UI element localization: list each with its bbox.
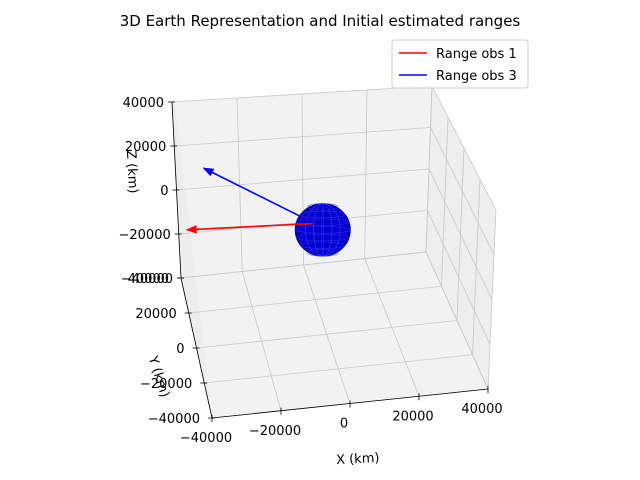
grid-line-z-side: [428, 168, 493, 300]
tick-labels: −40000 −20000 0 20000 40000−40000−2000002000…: [119, 96, 503, 446]
y-tick-label: −40000: [148, 412, 200, 427]
x-tick-label: 20000: [392, 409, 433, 424]
y-tick-label: 40000: [128, 272, 169, 287]
range-arrowhead-range-obs-1: [185, 225, 197, 234]
right-pane: [426, 86, 496, 389]
earth-latitude-line: [296, 233, 350, 242]
z-tick-label: 0: [160, 184, 168, 199]
y-tick-label: −20000: [140, 377, 192, 392]
tick-marks: [168, 101, 489, 422]
grid-line-z-back: [176, 168, 430, 191]
z-tick-label: 40000: [123, 96, 164, 111]
earth-latitude-line: [294, 226, 351, 234]
y-tick-label: 0: [176, 342, 184, 357]
grid-line-z-back: [180, 251, 427, 279]
legend-label-range-obs-3: Range obs 3: [436, 69, 517, 84]
grid-line-z-side: [430, 127, 495, 255]
earth-latitude-line: [299, 210, 346, 219]
z-axis-label: Z (km): [123, 150, 140, 194]
back-pane: [172, 86, 432, 278]
axis-panes: [172, 86, 496, 418]
legend: Range obs 1 Range obs 3: [391, 39, 529, 89]
x-axis-label: X (km): [336, 451, 380, 468]
grid-line-z-side: [431, 85, 497, 211]
earth-sphere: [294, 203, 351, 257]
z-tick-label: 20000: [125, 140, 166, 155]
earth-latitude-line: [299, 241, 346, 249]
grid-line-z-back: [171, 85, 433, 103]
range-vector-range-obs-1: [186, 222, 315, 231]
z-tick-label: −20000: [119, 228, 171, 243]
grid-line-y-floor: [188, 285, 442, 314]
legend-box: [391, 39, 529, 89]
grid-line-z-side: [427, 210, 491, 345]
earth-latitude-line: [296, 218, 350, 226]
grid-line-z-back: [174, 127, 431, 147]
range-arrowhead-range-obs-3: [202, 167, 215, 177]
x-tick-label: −40000: [180, 431, 232, 446]
grid-line-y-floor: [204, 354, 473, 384]
series-group: [185, 167, 315, 234]
left-pane: [172, 102, 212, 418]
range-vector-range-obs-3: [203, 167, 315, 225]
x-tick-label: −20000: [249, 424, 301, 439]
grid-line-y-floor: [196, 320, 458, 349]
z-tick-label: −40000: [121, 272, 173, 287]
x-tick-label: 40000: [461, 402, 502, 417]
legend-label-range-obs-1: Range obs 1: [436, 47, 517, 62]
chart-title: 3D Earth Representation and Initial esti…: [120, 12, 521, 30]
grid-line-z-side: [425, 251, 489, 390]
y-tick-label: 20000: [135, 307, 176, 322]
grid-lines: [171, 85, 497, 419]
earth-body: [294, 203, 351, 257]
earth-longitude-line: [304, 203, 341, 257]
x-tick-label: 0: [340, 417, 348, 432]
